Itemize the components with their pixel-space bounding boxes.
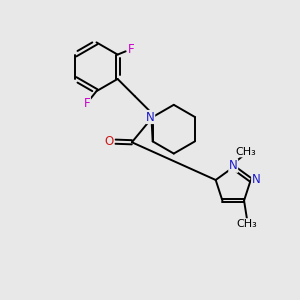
Text: N: N [229,159,238,172]
Text: CH₃: CH₃ [237,219,257,229]
Text: O: O [104,135,114,148]
Text: N: N [252,173,260,187]
Text: F: F [128,43,134,56]
Text: F: F [84,97,90,110]
Text: CH₃: CH₃ [235,147,256,157]
Text: N: N [146,110,155,124]
